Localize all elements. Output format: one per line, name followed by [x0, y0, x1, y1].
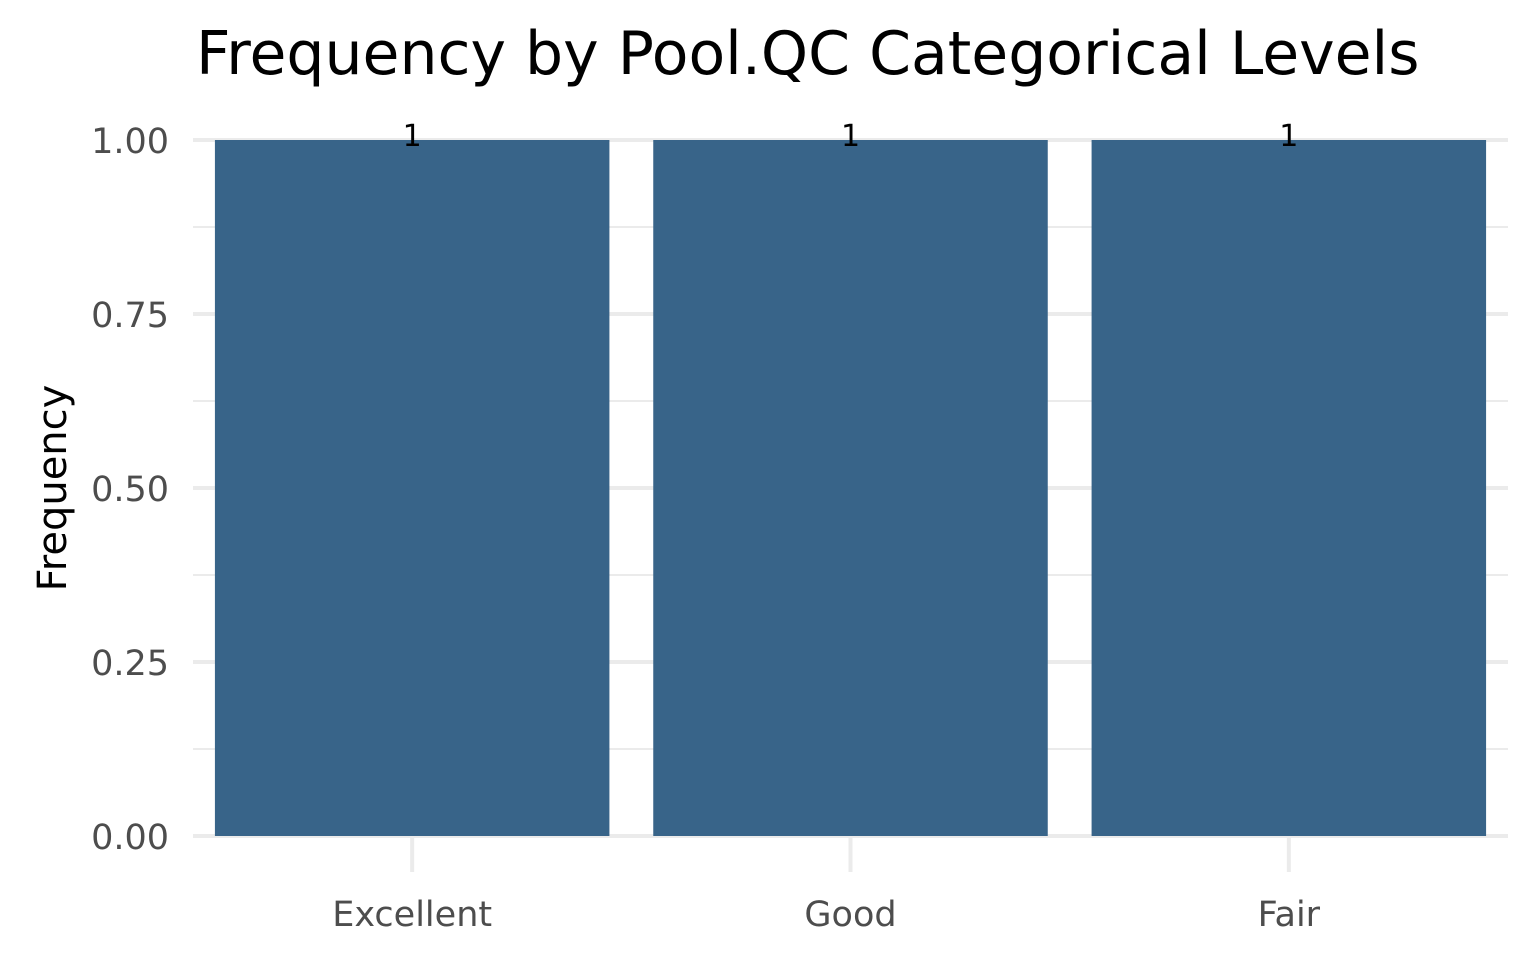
bar-fair: [1092, 140, 1487, 836]
data-label: 1: [403, 119, 422, 154]
data-label: 1: [1279, 119, 1298, 154]
x-tick-label: Excellent: [332, 895, 492, 935]
chart-title: Frequency by Pool.QC Categorical Levels: [196, 19, 1419, 89]
x-axis-ticks: Excellent Good Fair: [332, 895, 1320, 935]
y-axis-ticks: 0.00 0.25 0.50 0.75 1.00: [91, 122, 169, 858]
y-tick-label: 0.00: [91, 818, 169, 858]
x-tick-label: Good: [804, 895, 896, 935]
x-tick-label: Fair: [1258, 895, 1321, 935]
bars: [215, 140, 1486, 836]
y-axis-title: Frequency: [30, 385, 76, 592]
bar-good: [653, 140, 1048, 836]
y-tick-label: 0.75: [91, 296, 169, 336]
y-tick-label: 1.00: [91, 122, 169, 162]
y-tick-label: 0.25: [91, 644, 169, 684]
data-label: 1: [841, 119, 860, 154]
bar-excellent: [215, 140, 610, 836]
y-tick-label: 0.50: [91, 470, 169, 510]
